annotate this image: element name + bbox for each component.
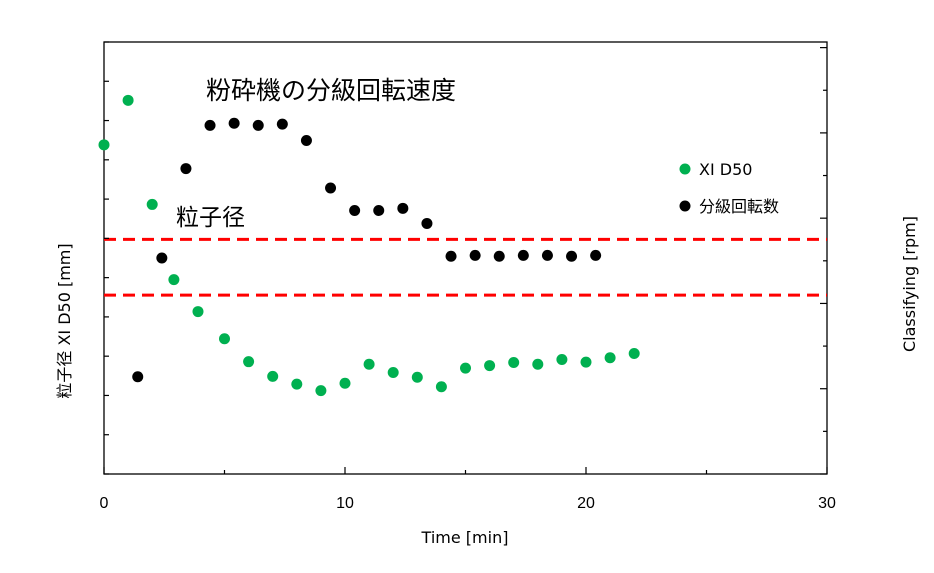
x-axis-tick-labels: 0 10 20 30 [100,495,836,512]
x-axis-ticks [103,467,828,474]
x-tick-label: 10 [336,495,354,512]
data-series [98,94,640,397]
data-point [291,378,303,390]
data-point [349,204,361,216]
legend-label-xi-d50: XI D50 [699,160,752,179]
data-point [122,94,134,106]
data-point [373,204,385,216]
data-point [363,358,375,370]
data-point [243,356,255,368]
data-point [411,371,423,383]
data-point [517,249,529,261]
data-point [325,182,337,194]
speed-annotation: 粉砕機の分級回転速度 [206,76,456,105]
data-point [580,356,592,368]
reference-lines [104,237,827,297]
data-point [180,163,192,175]
data-point [397,202,409,214]
data-point [315,385,327,397]
x-tick-label: 0 [100,495,109,512]
data-point [469,249,481,261]
data-point [435,381,447,393]
left-axis-title: 粒子径 XI D50 [mm] [55,243,74,398]
size-annotation: 粒子径 [176,205,245,231]
series-xi-d50 [98,94,640,397]
data-point [556,354,568,366]
data-point [460,362,471,374]
x-tick-label: 30 [818,495,836,512]
data-point [421,217,433,229]
data-point [604,352,616,364]
plot-frame [103,41,828,475]
data-point [541,249,553,261]
data-point [532,358,544,370]
data-point [267,370,279,382]
data-point [508,357,520,369]
data-point [387,366,399,378]
x-axis-title: Time [min] [421,528,509,547]
data-point [566,250,578,262]
data-point [445,250,457,262]
data-point [132,371,144,383]
legend: XI D50 分級回転数 [679,160,779,216]
data-point [590,249,602,261]
right-axis-ticks [820,47,827,475]
data-point [276,118,288,130]
legend-marker-classifying [679,200,691,212]
data-point [228,117,240,129]
data-point [146,198,158,210]
data-point [300,134,312,146]
data-point [156,252,168,264]
series-classifying [132,117,602,383]
data-point [219,333,230,345]
data-point [628,347,640,359]
legend-marker-xi-d50 [679,163,691,175]
right-axis-title: Classifying [rpm] [900,216,919,352]
data-point [252,119,264,131]
data-point [168,274,180,286]
x-tick-label: 20 [577,495,595,512]
data-point [98,139,110,151]
data-point [339,377,351,389]
data-point [192,306,204,318]
legend-label-classifying: 分級回転数 [699,197,779,216]
data-point [204,119,216,131]
left-axis-ticks [104,41,109,475]
data-point [484,360,496,372]
data-point [493,250,505,262]
